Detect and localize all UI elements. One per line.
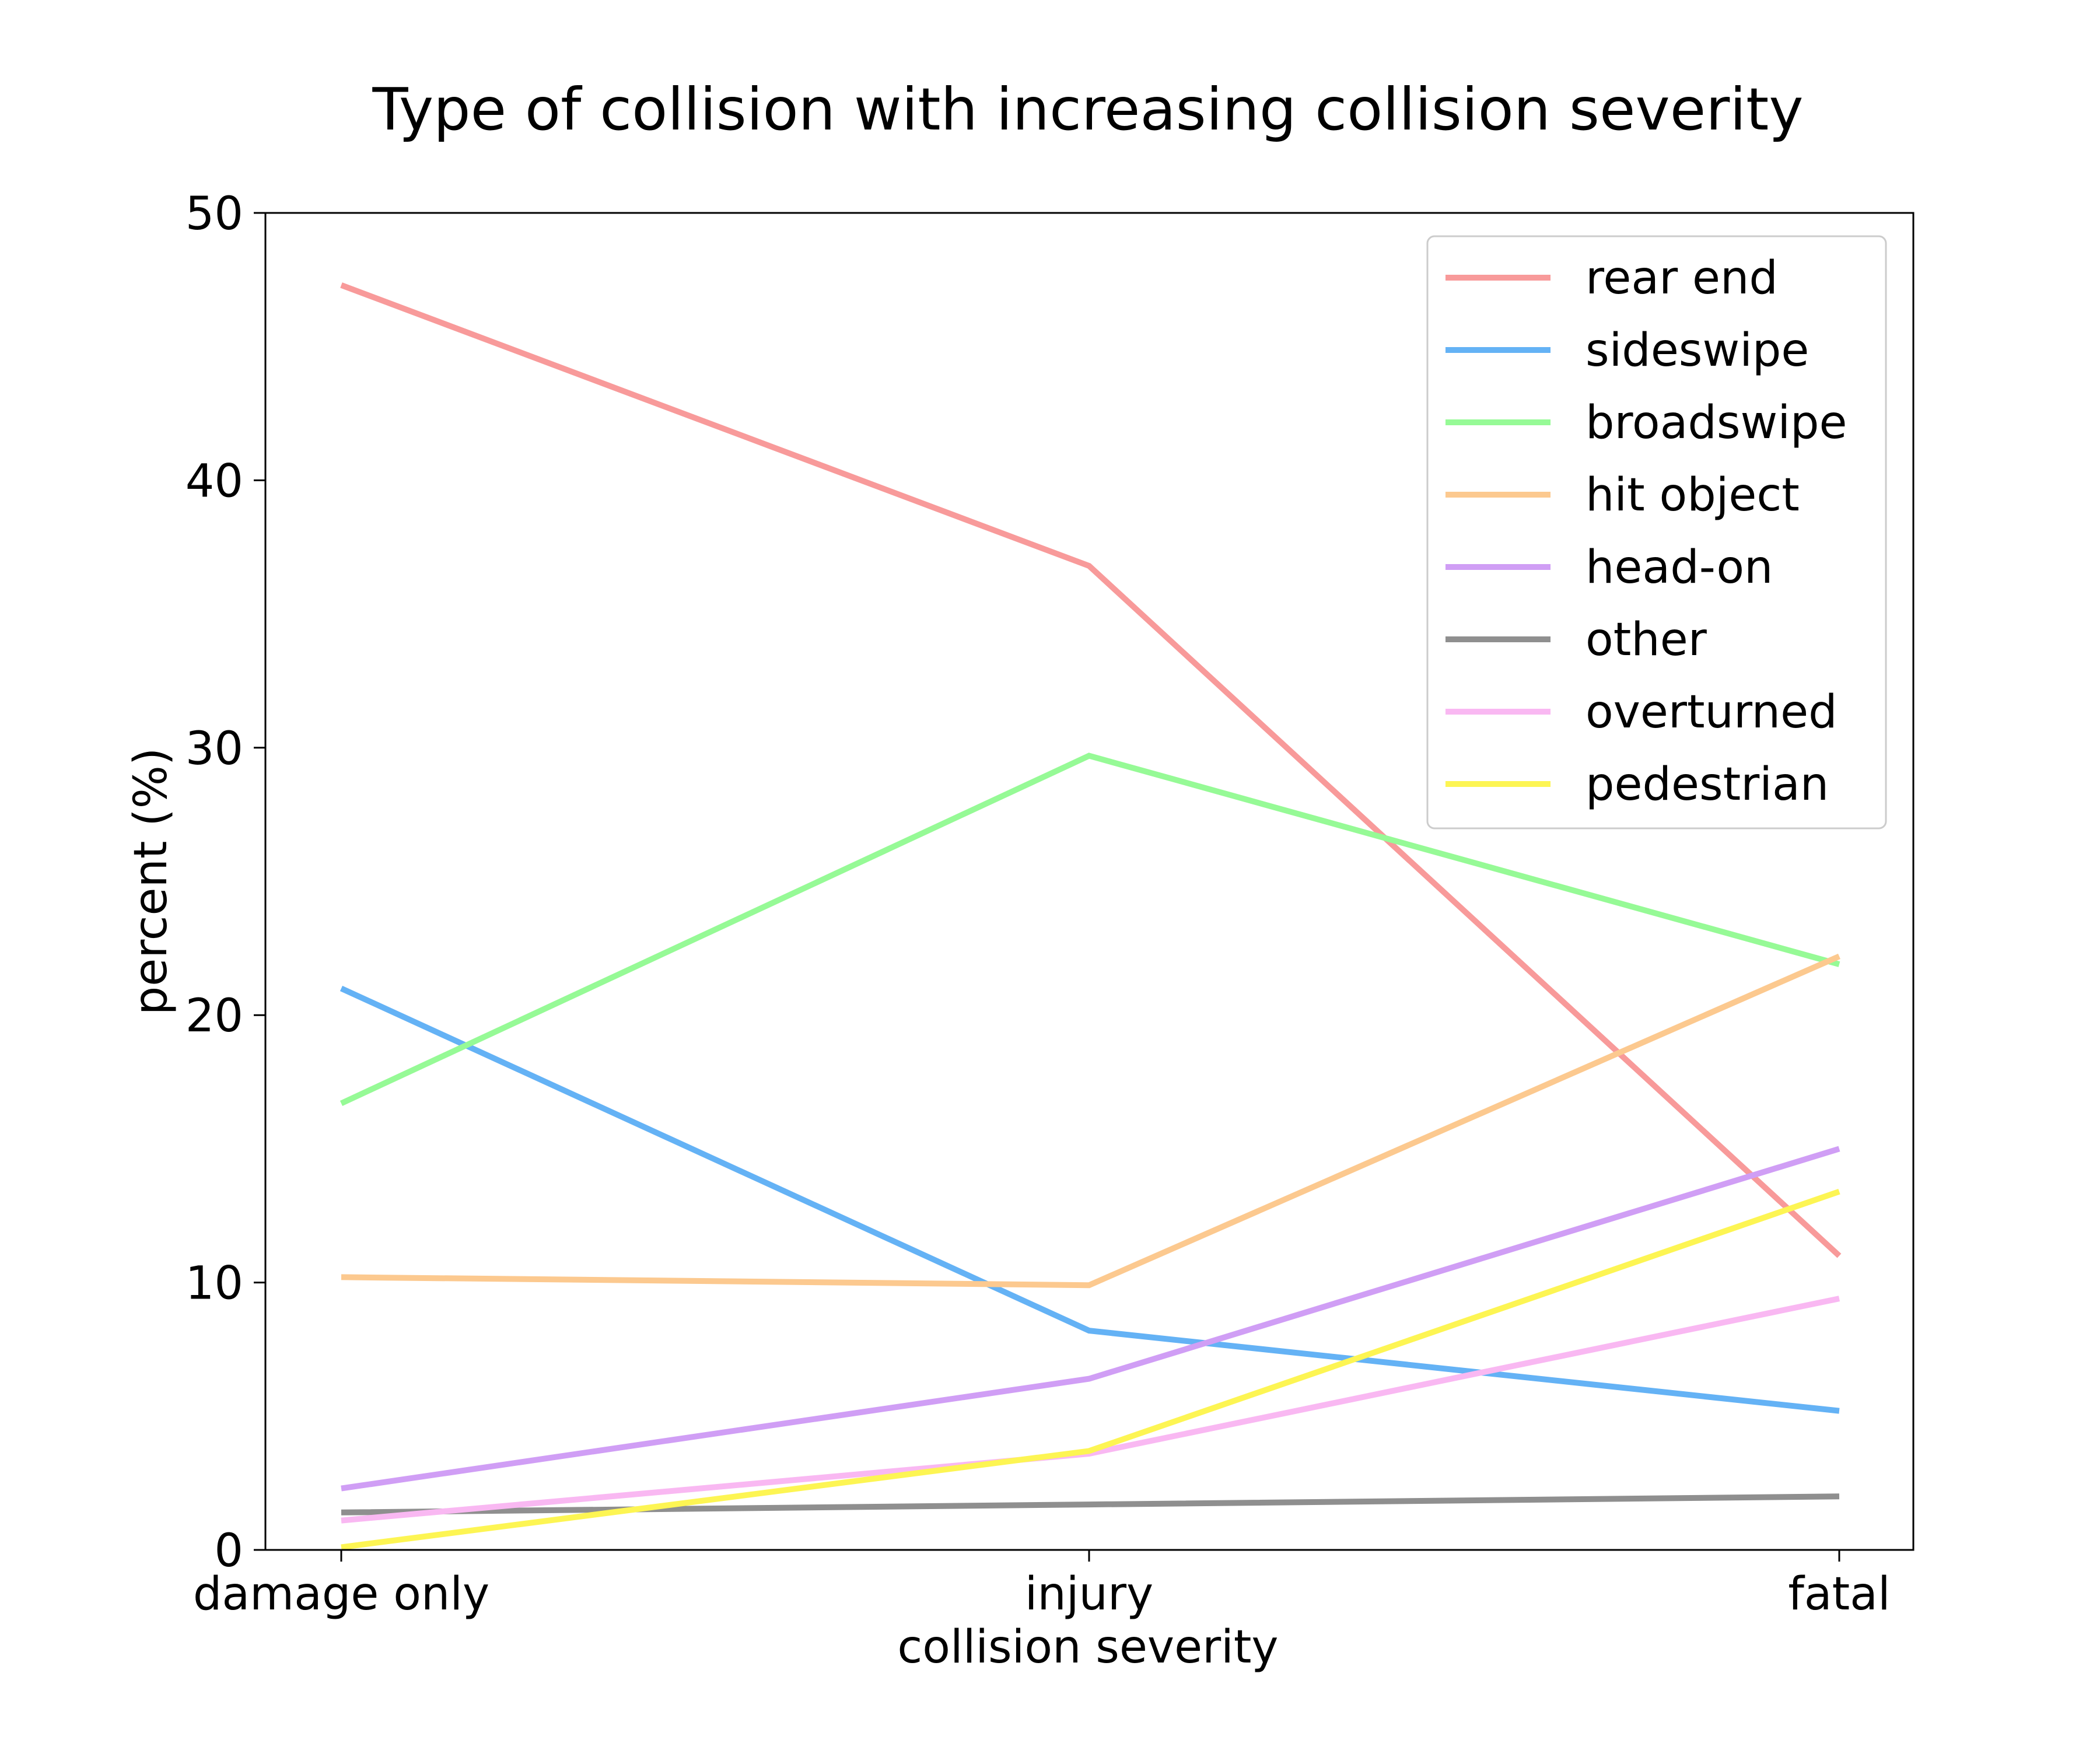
legend-frame [1426,235,1887,830]
legend-label-2: broadswipe [1586,397,1847,449]
legend-label-5: other [1586,614,1707,666]
series-layer [340,282,1842,1550]
y-tick-label-5: 50 [186,188,243,240]
x-axis: damage only injury fatal [193,1550,1891,1620]
x-axis-label: collision severity [897,1621,1278,1674]
y-tick-label-0: 0 [214,1525,243,1577]
series-line-4 [341,1146,1840,1492]
y-tick-label-2: 20 [186,990,243,1042]
x-tick-label-0: damage only [193,1568,489,1620]
x-tick-label-2: fatal [1788,1568,1890,1620]
series-line-7 [341,1188,1840,1550]
y-axis: 0 10 20 30 40 50 [186,188,265,1577]
chart-title: Type of collision with increasing collis… [372,75,1803,144]
legend-label-3: hit object [1586,469,1800,522]
series-line-3 [341,953,1841,1289]
series-line-5 [341,1493,1840,1516]
x-tick-label-1: injury [1025,1568,1153,1620]
legend-label-0: rear end [1586,252,1778,304]
legend-label-1: sideswipe [1586,324,1809,377]
legend-label-6: overturned [1586,686,1838,738]
series-line-2 [340,752,1840,1107]
legend-label-7: pedestrian [1586,758,1829,811]
legend: rear end sideswipe broadswipe hit object hea… [1426,235,1887,830]
y-tick-label-3: 30 [186,723,243,775]
y-axis-label: percent (%) [125,748,177,1016]
y-tick-label-4: 40 [186,455,243,508]
series-line-0 [340,282,1842,1258]
y-tick-label-1: 10 [186,1258,243,1310]
legend-label-4: head-on [1586,541,1773,594]
series-line-1 [340,985,1840,1414]
